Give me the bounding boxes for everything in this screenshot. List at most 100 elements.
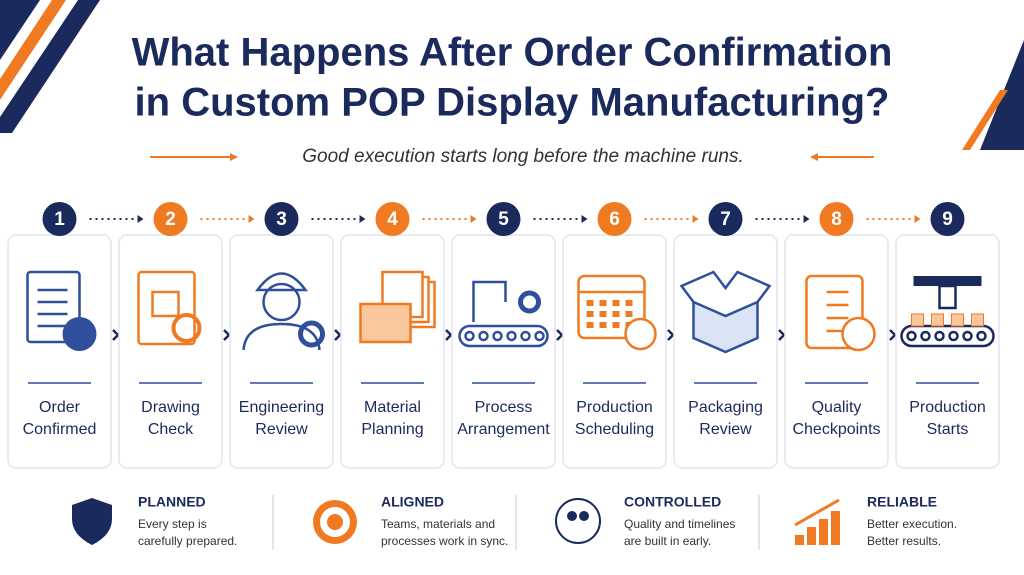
step-label: Engineering — [239, 399, 324, 416]
subtitle: Good execution starts long before the ma… — [302, 146, 743, 167]
step-label: Starts — [927, 421, 969, 438]
step: 8 Quality Checkpoints — [784, 202, 921, 469]
icon-roller — [506, 330, 517, 342]
step-badge — [708, 202, 743, 236]
feature-text: processes work in sync. — [381, 534, 508, 548]
step-label: Order — [39, 399, 81, 416]
connector-arrow — [692, 215, 699, 223]
icon-gantry — [913, 276, 982, 286]
icon-body — [242, 322, 321, 351]
icon-helmet — [255, 272, 308, 292]
bar-icon — [819, 519, 828, 545]
icon-day — [599, 300, 607, 306]
icon-arm — [472, 280, 507, 322]
bar-icon — [795, 535, 804, 545]
card-arrow — [223, 329, 231, 341]
step-icon — [359, 270, 436, 344]
step-label: Scheduling — [575, 421, 654, 438]
feature-text: Teams, materials and — [381, 517, 495, 531]
connector-arrow — [470, 215, 477, 223]
icon-roller — [948, 330, 959, 342]
feature-text: Better execution. — [867, 517, 957, 531]
step: 2 Drawing Check — [118, 202, 255, 469]
icon-lens — [171, 313, 202, 343]
icon-roller — [906, 330, 917, 342]
step-icon — [458, 280, 549, 348]
steps: 1 Order Confirmed 2 Drawing Check 3 Engineering… — [7, 202, 1000, 469]
feature: CONTROLLED Quality and timelines are built… — [515, 494, 735, 550]
icon-head — [262, 282, 301, 322]
step-number: 3 — [276, 209, 287, 230]
icon-day — [612, 322, 620, 328]
step-icon — [242, 272, 325, 351]
feature: ALIGNED Teams, materials and processes wor… — [272, 494, 508, 550]
step-number: 6 — [609, 209, 620, 230]
icon-head — [938, 284, 957, 310]
step: 5 Process Arrangement — [451, 202, 588, 469]
icon-doc — [137, 270, 196, 346]
step: 4 Material Planning — [340, 202, 477, 469]
trend-arrow — [794, 498, 840, 527]
icon-roller — [920, 330, 931, 342]
icon-roller — [478, 330, 489, 342]
deco-arrow — [810, 153, 818, 161]
connector-arrow — [248, 215, 255, 223]
title: What Happens After Order Confirmation — [132, 31, 893, 75]
icon-clock — [624, 317, 657, 351]
step-icon — [26, 270, 97, 351]
step-number: 1 — [54, 209, 65, 230]
feature-title: CONTROLLED — [624, 494, 721, 510]
card-arrow — [667, 329, 675, 341]
step-icon — [679, 270, 772, 354]
step: 7 Packaging Review — [673, 202, 810, 469]
step-badge — [153, 202, 188, 236]
icon-day — [612, 300, 620, 306]
step-label: Drawing — [141, 399, 200, 416]
step-badge — [375, 202, 410, 236]
step-number: 9 — [942, 209, 953, 230]
icon-roller — [962, 330, 973, 342]
features: PLANNED Every step is carefully prepared. A… — [72, 494, 957, 550]
connector-arrow — [803, 215, 810, 223]
step-label: Material — [364, 399, 421, 416]
icon-item — [911, 313, 924, 327]
icon-cal — [577, 274, 646, 340]
icon-box — [151, 290, 180, 318]
step-icon — [577, 274, 657, 351]
feature-text: Every step is — [138, 517, 207, 531]
card-arrow — [556, 329, 564, 341]
step-icon — [137, 270, 202, 346]
icon-day — [586, 311, 594, 317]
step-number: 7 — [720, 209, 731, 230]
step-badge — [819, 202, 854, 236]
card-arrow — [445, 329, 453, 341]
card-arrow — [334, 329, 342, 341]
step-label: Arrangement — [457, 421, 550, 438]
step-label: Planning — [361, 421, 423, 438]
connector-arrow — [137, 215, 144, 223]
feature: PLANNED Every step is carefully prepared. — [72, 494, 237, 548]
step-label: Review — [699, 421, 752, 438]
icon-qc — [841, 316, 876, 352]
icon-belt — [458, 324, 549, 348]
icon-flaps — [679, 270, 772, 303]
step-icon — [805, 274, 876, 352]
icon-day — [586, 322, 594, 328]
icon-box — [692, 300, 759, 354]
connector-arrow — [914, 215, 921, 223]
person — [579, 511, 589, 521]
connector-arrow — [581, 215, 588, 223]
feature-text: are built in early. — [624, 534, 711, 548]
icon-doc — [26, 270, 81, 344]
icon-board — [805, 274, 864, 350]
step: 1 Order Confirmed — [7, 202, 144, 469]
icon-item — [971, 313, 984, 327]
bar-icon — [831, 511, 840, 545]
card-arrow — [778, 329, 786, 341]
step-label: Production — [576, 399, 653, 416]
step-icon — [900, 276, 995, 348]
step-number: 4 — [387, 209, 398, 230]
step: 3 Engineering Review — [229, 202, 366, 469]
icon-item — [931, 313, 944, 327]
